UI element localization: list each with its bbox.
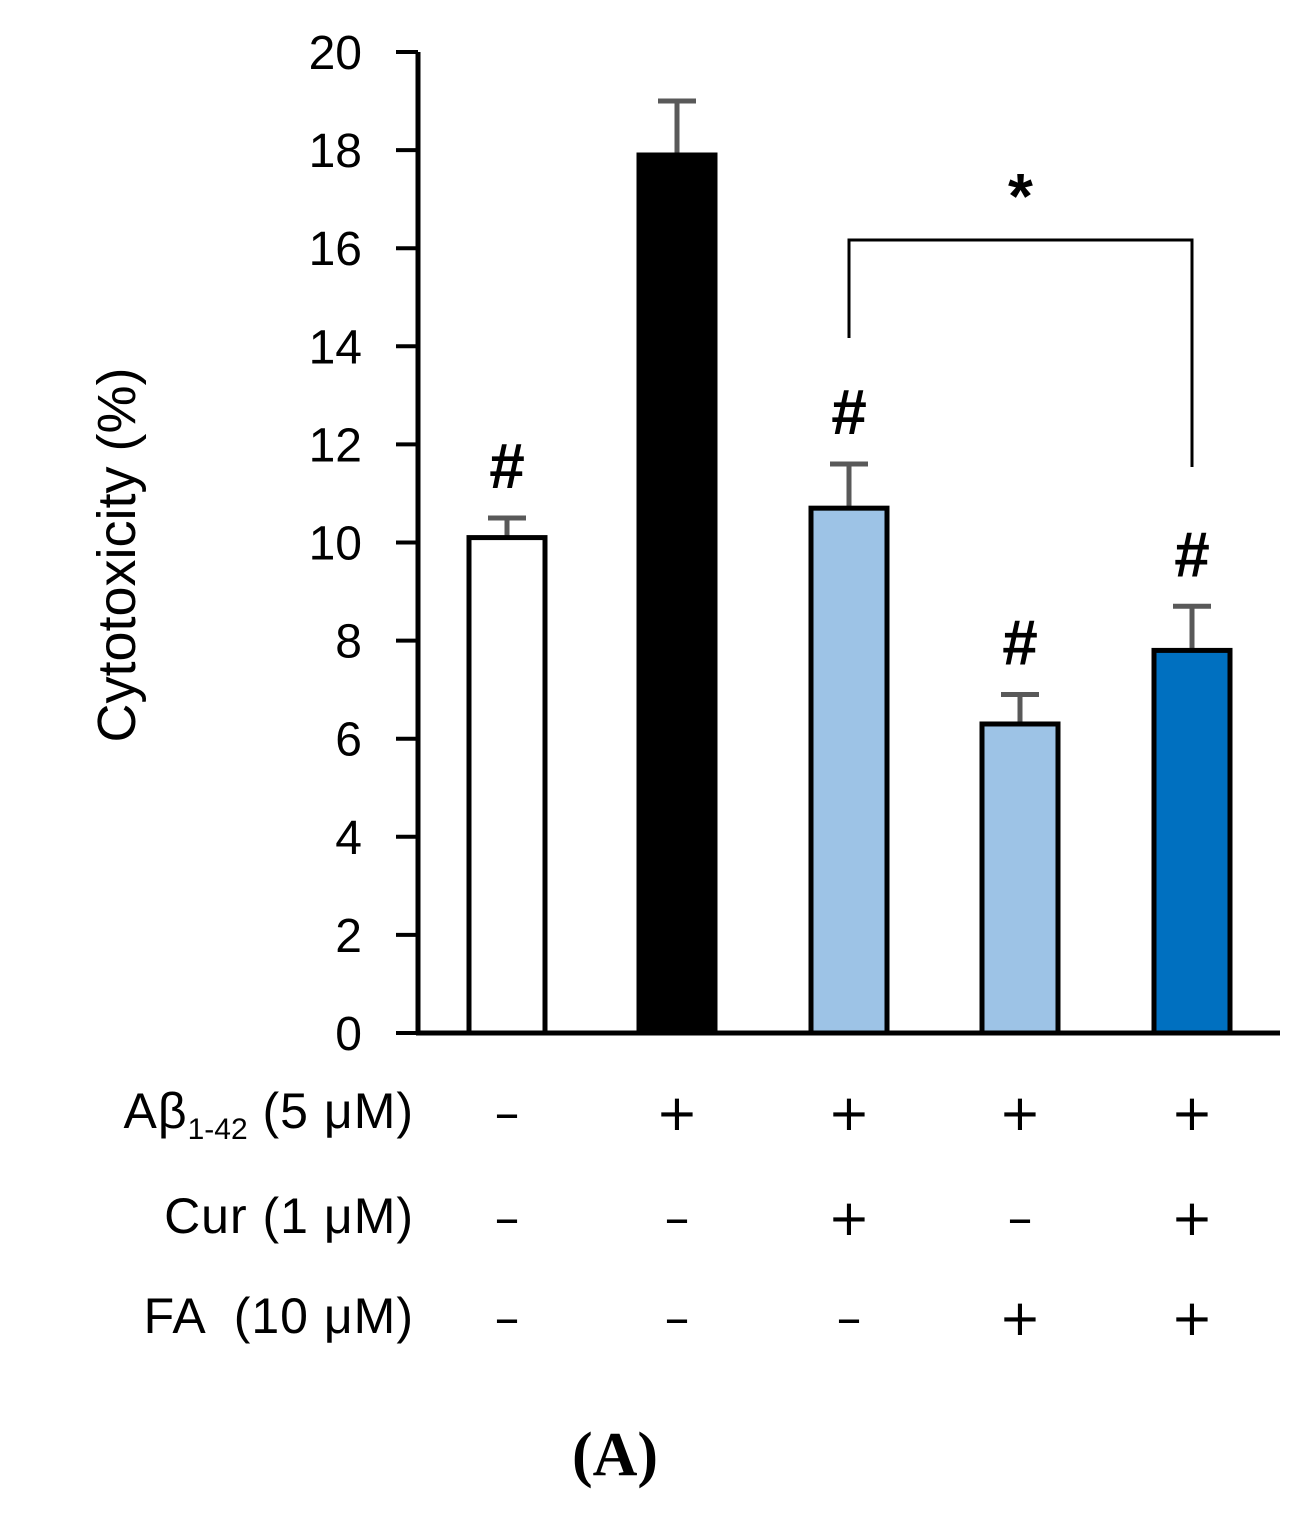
bar — [979, 721, 1061, 1036]
treatment-plus: + — [999, 1084, 1041, 1142]
y-tick-label: 6 — [335, 714, 362, 767]
treatment-plus: + — [999, 1289, 1041, 1347]
significance-hash: # — [1174, 518, 1210, 590]
bar — [808, 505, 890, 1036]
treatment-name: Aβ — [123, 1083, 188, 1139]
treatment-plus: + — [1171, 1289, 1213, 1347]
significance-star: * — [1008, 160, 1033, 232]
treatment-minus: – — [494, 1084, 520, 1142]
treatment-label: FA (10 μM) — [144, 1291, 414, 1341]
treatment-minus: – — [1007, 1189, 1033, 1247]
y-tick-label: 18 — [309, 125, 362, 178]
bar — [636, 152, 718, 1036]
y-axis-title: Cytotoxicity (%) — [87, 367, 147, 742]
significance-hash: # — [1002, 607, 1038, 679]
y-tick-label: 0 — [335, 1008, 362, 1061]
y-tick-label: 2 — [335, 910, 362, 963]
significance-bracket — [847, 238, 1194, 467]
panel-label: (A) — [571, 1421, 659, 1489]
treatment-label: Aβ1-42 (5 μM) — [123, 1086, 414, 1145]
y-tick-label: 12 — [309, 419, 362, 472]
treatment-dose: (1 μM) — [247, 1188, 414, 1244]
treatment-plus: + — [1171, 1189, 1213, 1247]
treatment-name: FA — [143, 1288, 204, 1344]
treatment-minus: – — [664, 1189, 690, 1247]
treatment-dose: (10 μM) — [203, 1288, 414, 1344]
treatment-minus: – — [836, 1289, 862, 1347]
significance-hash: # — [831, 376, 867, 448]
treatment-plus: + — [828, 1189, 870, 1247]
treatment-label: Cur (1 μM) — [164, 1191, 414, 1241]
bar — [466, 535, 548, 1036]
treatment-minus: – — [494, 1189, 520, 1247]
y-tick-label: 8 — [335, 616, 362, 669]
y-tick-label: 10 — [309, 518, 362, 571]
treatment-subscript: 1-42 — [187, 1113, 248, 1146]
treatment-plus: + — [1171, 1084, 1213, 1142]
y-tick-label: 20 — [309, 27, 362, 80]
significance-hash: # — [489, 430, 525, 502]
treatment-minus: – — [664, 1289, 690, 1347]
treatment-minus: – — [494, 1289, 520, 1347]
treatment-dose: (5 μM) — [247, 1083, 414, 1139]
y-tick-label: 4 — [335, 812, 362, 865]
treatment-name: Cur — [164, 1188, 248, 1244]
treatment-plus: + — [656, 1084, 698, 1142]
bar — [1151, 647, 1233, 1036]
treatment-plus: + — [828, 1084, 870, 1142]
y-tick-label: 16 — [309, 223, 362, 276]
y-tick-label: 14 — [309, 321, 362, 374]
chart-svg: 0 2 4 6 8 10 12 14 16 18 20 Cytotoxicity (%) # # # # * — [87, 27, 1280, 1061]
